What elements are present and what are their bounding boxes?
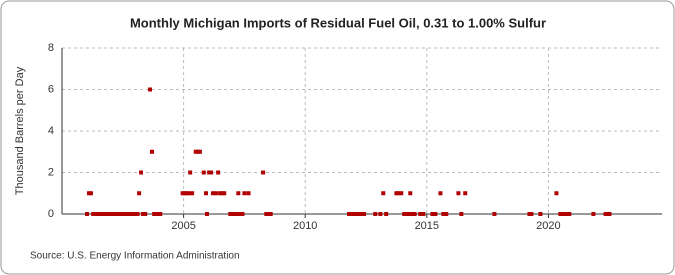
point xyxy=(125,212,130,216)
point xyxy=(433,212,438,216)
point xyxy=(246,191,251,196)
point xyxy=(396,191,401,196)
point xyxy=(430,212,435,216)
point xyxy=(201,170,206,175)
point xyxy=(95,212,100,216)
point xyxy=(85,212,90,216)
point xyxy=(412,212,417,216)
point xyxy=(197,149,202,154)
point xyxy=(558,212,563,216)
point xyxy=(213,191,218,196)
point xyxy=(158,212,163,216)
point xyxy=(264,212,269,216)
point xyxy=(492,212,497,216)
y-tick-label: 4 xyxy=(48,125,54,137)
point xyxy=(359,212,364,216)
y-tick-label: 6 xyxy=(48,83,54,95)
point xyxy=(591,212,596,216)
point xyxy=(131,212,136,216)
point xyxy=(418,212,423,216)
point xyxy=(204,212,209,216)
point xyxy=(240,212,245,216)
point xyxy=(381,191,386,196)
y-tick-label: 0 xyxy=(48,208,54,220)
point xyxy=(529,212,534,216)
point xyxy=(190,191,195,196)
point xyxy=(408,191,413,196)
point xyxy=(119,212,124,216)
point xyxy=(373,212,378,216)
point xyxy=(135,212,140,216)
chart-title: Monthly Michigan Imports of Residual Fue… xyxy=(130,15,546,30)
point xyxy=(561,212,566,216)
point xyxy=(404,212,409,216)
x-tick-label: 2010 xyxy=(293,220,317,232)
point xyxy=(140,212,145,216)
point xyxy=(148,87,153,92)
point xyxy=(567,212,572,216)
point xyxy=(137,191,142,196)
point xyxy=(234,212,239,216)
point xyxy=(603,212,608,216)
point xyxy=(195,149,200,154)
point xyxy=(220,191,225,196)
y-tick-label: 8 xyxy=(48,42,54,54)
point xyxy=(268,212,273,216)
point xyxy=(399,191,404,196)
x-tick-label: 2020 xyxy=(536,220,560,232)
point xyxy=(362,212,367,216)
point xyxy=(261,170,266,175)
point xyxy=(107,212,112,216)
point xyxy=(101,212,106,216)
point xyxy=(441,212,446,216)
point xyxy=(444,212,449,216)
point xyxy=(350,212,355,216)
point xyxy=(188,170,193,175)
point xyxy=(384,212,389,216)
point xyxy=(356,212,361,216)
point xyxy=(421,212,426,216)
point xyxy=(554,191,559,196)
point xyxy=(238,212,243,216)
point xyxy=(438,191,443,196)
point xyxy=(564,212,569,216)
point xyxy=(211,191,216,196)
point xyxy=(209,170,214,175)
y-tick-label: 2 xyxy=(48,166,54,178)
point xyxy=(236,191,241,196)
point xyxy=(459,212,464,216)
point xyxy=(538,212,543,216)
point xyxy=(113,212,118,216)
point xyxy=(149,149,154,154)
y-axis-label: Thousand Barrels per Day xyxy=(14,66,26,195)
point xyxy=(184,191,189,196)
point xyxy=(143,212,148,216)
point xyxy=(410,212,415,216)
x-tick-label: 2005 xyxy=(171,220,195,232)
point xyxy=(222,191,227,196)
point xyxy=(232,212,237,216)
point xyxy=(139,170,144,175)
source: Source: U.S. Energy Information Administ… xyxy=(30,251,240,262)
point xyxy=(156,212,161,216)
point xyxy=(378,212,383,216)
point xyxy=(216,170,221,175)
point xyxy=(203,191,208,196)
point xyxy=(607,212,612,216)
point xyxy=(242,191,247,196)
point xyxy=(463,191,468,196)
point xyxy=(186,191,191,196)
x-tick-label: 2015 xyxy=(415,220,439,232)
point xyxy=(88,191,93,196)
point xyxy=(406,212,411,216)
point xyxy=(456,191,461,196)
